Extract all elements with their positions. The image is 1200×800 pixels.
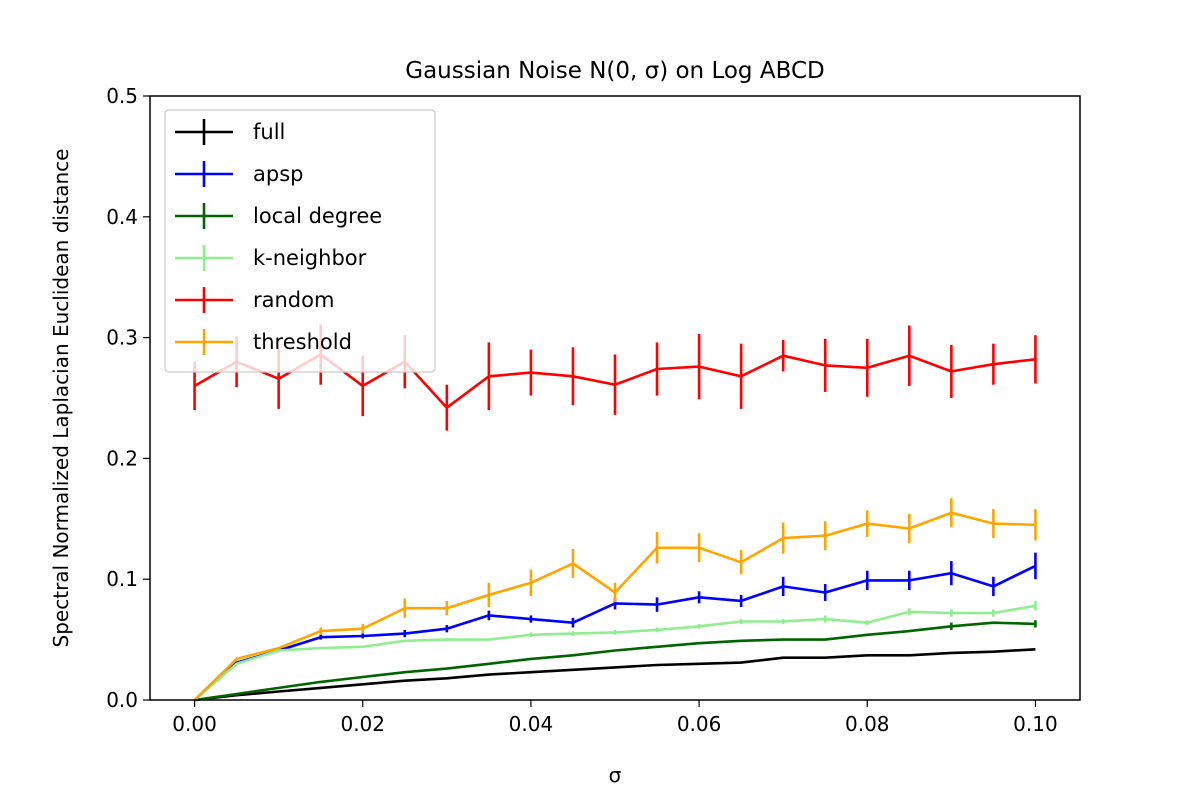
- legend-item-threshold: threshold: [175, 329, 352, 355]
- x-tick-label: 0.08: [845, 712, 890, 736]
- y-tick-label: 0.0: [106, 688, 138, 712]
- x-tick-label: 0.06: [677, 712, 722, 736]
- x-tick-label: 0.02: [340, 712, 385, 736]
- legend-item-apsp: apsp: [175, 161, 303, 187]
- x-tick-label: 0.04: [509, 712, 554, 736]
- series-line-local-degree: [194, 621, 1036, 702]
- legend-item-k-neighbor: k-neighbor: [175, 245, 367, 271]
- x-axis-label: σ: [609, 763, 622, 787]
- legend-item-local-degree: local degree: [175, 203, 382, 229]
- legend: full apsp local degree k-neighbor random thre…: [164, 109, 436, 373]
- y-tick-label: 0.4: [106, 205, 138, 229]
- plot-area-frame: [149, 95, 1081, 701]
- x-tick-label: 0.10: [1013, 712, 1058, 736]
- series-local-degree: [194, 620, 1037, 702]
- x-tick-label: 0.00: [172, 712, 217, 736]
- series-k-neighbor: [193, 600, 1037, 701]
- series-apsp: [193, 552, 1037, 701]
- series-layer: [193, 324, 1037, 702]
- legend-label: apsp: [253, 162, 303, 186]
- y-tick-label: 0.1: [106, 567, 138, 591]
- chart-title: Gaussian Noise N(0, σ) on Log ABCD: [405, 58, 824, 84]
- legend-item-full: full: [175, 119, 285, 145]
- legend-box: [164, 109, 436, 373]
- series-line-k-neighbor: [193, 604, 1036, 701]
- series-line-full: [194, 648, 1036, 702]
- legend-label: threshold: [253, 330, 352, 354]
- y-tick-label: 0.5: [106, 84, 138, 108]
- y-tick-label: 0.3: [106, 326, 138, 350]
- y-axis-label: Spectral Normalized Laplacian Euclidean …: [49, 149, 73, 648]
- series-threshold: [193, 498, 1037, 701]
- y-tick-label: 0.2: [106, 446, 138, 470]
- legend-label: full: [253, 120, 285, 144]
- legend-label: k-neighbor: [253, 246, 367, 270]
- legend-label: local degree: [253, 204, 382, 228]
- series-full: [194, 648, 1036, 702]
- legend-item-random: random: [175, 287, 334, 313]
- axes-layer: 0.00 0.02 0.04 0.06 0.08 0.10 0.0 0.1 0.2 0.3 0.4 0…: [106, 84, 1058, 736]
- legend-label: random: [253, 288, 334, 312]
